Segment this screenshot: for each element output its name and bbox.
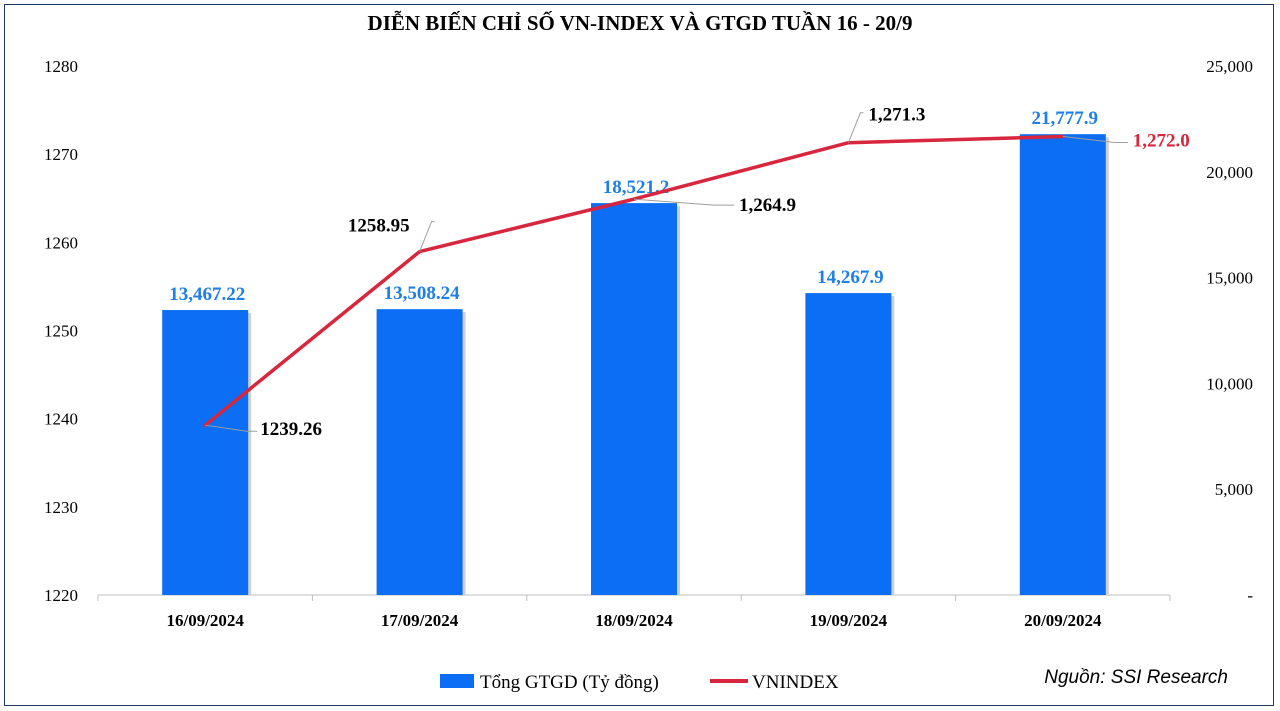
left-tick-label: 1260 [44,233,78,252]
bar [162,310,249,595]
left-tick-label: 1280 [44,57,78,76]
left-axis: 1220 1230 1240 1250 1260 1270 1280 [44,57,78,605]
legend-label-bar: Tổng GTGD (Tỷ đồng) [480,672,659,693]
line-data-label: 1239.26 [260,419,322,440]
legend-label-line: VNINDEX [752,672,839,693]
left-tick-label: 1220 [44,586,78,605]
chart-title: DIỄN BIẾN CHỈ SỐ VN-INDEX VÀ GTGD TUẦN 1… [368,10,913,35]
line-data-label: 1258.95 [348,216,410,237]
bar-data-label: 13,467.22 [169,284,245,305]
x-tick-label: 16/09/2024 [166,611,244,630]
source-note: Nguồn: SSI Research [1044,667,1228,688]
line-data-label: 1,272.0 [1133,131,1190,152]
leader-line [205,424,258,432]
left-tick-label: 1250 [44,322,78,341]
x-tick-label: 20/09/2024 [1024,611,1102,630]
chart-frame [4,4,1274,706]
bar-series [162,134,1109,596]
bar-data-label: 13,508.24 [384,283,461,304]
x-axis: 16/09/2024 17/09/2024 18/09/2024 19/09/2024… [97,594,1171,630]
right-tick-label: 20,000 [1206,163,1253,182]
bar [376,309,463,595]
line-data-label: 1,271.3 [868,105,925,126]
left-tick-label: 1240 [44,410,78,429]
bar-data-labels: 13,467.22 13,508.24 18,521.2 14,267.9 21,777… [169,108,1098,305]
legend: Tổng GTGD (Tỷ đồng) VNINDEX [440,672,839,693]
x-tick-label: 18/09/2024 [595,611,673,630]
leader-line [847,112,864,143]
right-tick-label: - [1247,586,1253,605]
line-data-labels: 1239.26 1258.95 1,264.9 1,271.3 1,272.0 [205,105,1190,440]
legend-swatch-bar [440,674,474,688]
left-tick-label: 1230 [44,498,78,517]
right-tick-label: 25,000 [1206,57,1253,76]
bar [805,293,892,595]
leader-line [419,221,435,252]
right-tick-label: 5,000 [1215,480,1253,499]
x-tick-label: 17/09/2024 [381,611,459,630]
right-tick-label: 15,000 [1206,269,1253,288]
bar-data-label: 14,267.9 [817,267,884,288]
bar-data-label: 21,777.9 [1032,108,1099,129]
x-tick-label: 19/09/2024 [810,611,888,630]
leader-line [1062,136,1128,144]
right-axis: - 5,000 10,000 15,000 20,000 25,000 [1206,57,1253,605]
bar [591,203,677,595]
right-tick-label: 10,000 [1206,374,1253,393]
line-data-label: 1,264.9 [739,195,796,216]
bar [1019,134,1106,596]
leader-line [633,198,734,206]
bar-data-label: 18,521.2 [603,177,670,198]
left-tick-label: 1270 [44,145,78,164]
